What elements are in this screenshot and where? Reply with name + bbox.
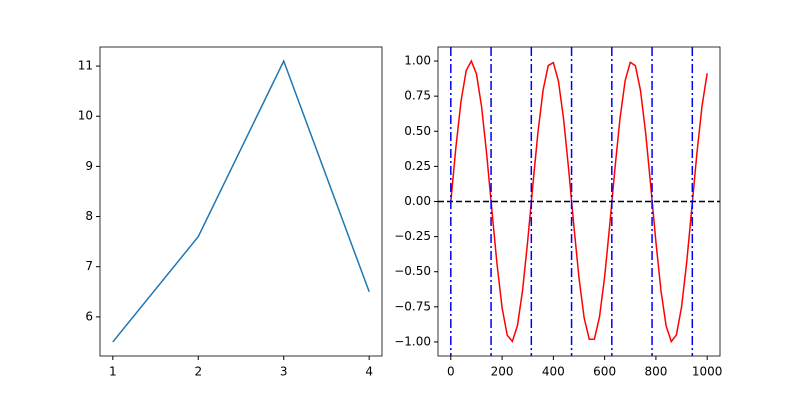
x-tick-label: 2 — [194, 365, 202, 379]
y-tick-label: 0.75 — [404, 89, 431, 103]
y-tick-label: −0.75 — [394, 299, 431, 313]
x-tick-label: 0 — [447, 365, 455, 379]
y-tick-label: −1.00 — [394, 334, 431, 348]
x-tick-label: 200 — [491, 365, 514, 379]
x-tick-label: 600 — [593, 365, 616, 379]
y-tick-label: −0.50 — [394, 264, 431, 278]
axes-frame — [99, 46, 383, 357]
y-tick-label: 0.00 — [404, 194, 431, 208]
y-tick-label: −0.25 — [394, 229, 431, 243]
axes-frame — [437, 46, 721, 357]
y-tick-label: 1.00 — [404, 54, 431, 68]
x-tick-label: 1000 — [692, 365, 723, 379]
x-tick-label: 400 — [542, 365, 565, 379]
x-tick-label: 4 — [365, 365, 373, 379]
x-tick-label: 800 — [644, 365, 667, 379]
y-tick-label: 11 — [78, 59, 93, 73]
y-tick-label: 8 — [85, 209, 93, 223]
y-tick-label: 7 — [85, 259, 93, 273]
x-tick-label: 3 — [280, 365, 288, 379]
y-tick-label: 6 — [85, 309, 93, 323]
data-line — [112, 59, 370, 343]
y-tick-label: 10 — [78, 109, 93, 123]
x-tick-label: 1 — [109, 365, 117, 379]
y-tick-label: 0.25 — [404, 159, 431, 173]
data-line — [450, 59, 708, 344]
y-tick-label: 9 — [85, 159, 93, 173]
y-tick-label: 0.50 — [404, 124, 431, 138]
